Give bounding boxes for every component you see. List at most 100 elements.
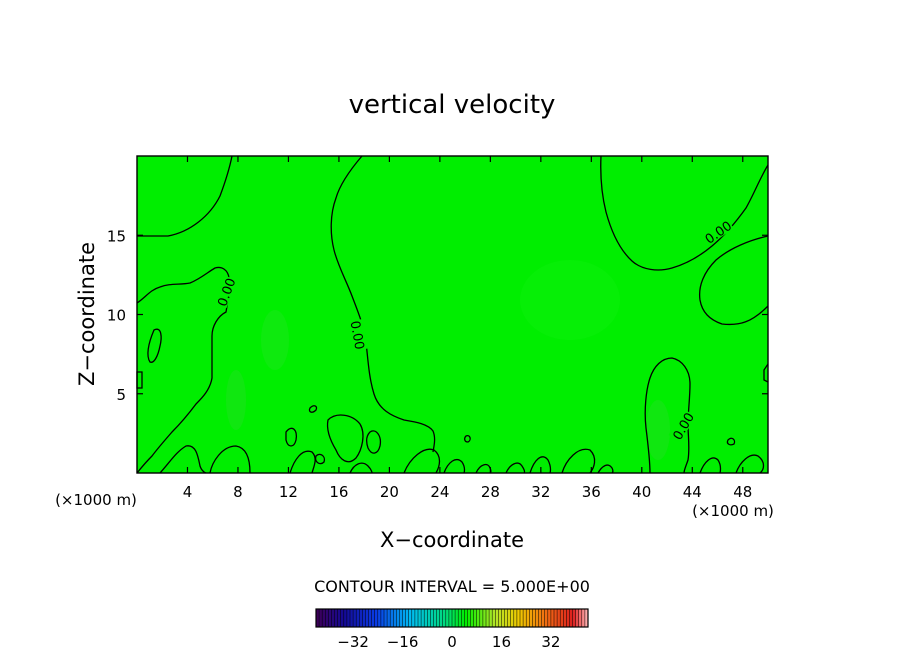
contour-line xyxy=(403,448,441,474)
colorbar-swatch xyxy=(455,609,459,627)
colorbar-swatch xyxy=(380,609,385,627)
x-tick-label: 12 xyxy=(279,483,298,501)
contour-line xyxy=(209,445,251,474)
colorbar-swatch xyxy=(371,609,376,627)
colorbar-swatch xyxy=(501,609,505,627)
chart-title: vertical velocity xyxy=(349,90,556,120)
colorbar-swatch xyxy=(405,609,410,627)
colorbar-swatch xyxy=(476,609,481,627)
colorbar-swatch xyxy=(433,609,437,627)
x-tick-label: 20 xyxy=(380,483,399,501)
colorbar-swatch xyxy=(486,609,490,627)
x-tick-label: 40 xyxy=(632,483,651,501)
colorbar-swatch xyxy=(557,609,561,627)
colorbar-swatch xyxy=(427,609,431,627)
colorbar-swatch xyxy=(439,609,444,627)
colorbar-swatch xyxy=(473,609,478,627)
colorbar-tick-label: −32 xyxy=(337,633,369,651)
colorbar-swatch xyxy=(504,609,508,627)
colorbar-tick-label: −16 xyxy=(387,633,419,651)
colorbar-swatch xyxy=(359,609,363,627)
colorbar-swatch xyxy=(544,609,549,627)
colorbar-swatch xyxy=(535,609,539,627)
colorbar-swatch xyxy=(362,609,366,627)
colorbar-swatch xyxy=(316,609,320,627)
contour-line xyxy=(561,448,596,474)
x-unit-label-right: (×1000 m) xyxy=(692,502,774,520)
contour-line xyxy=(137,155,233,237)
field-patch xyxy=(261,310,289,370)
colorbar-swatch xyxy=(507,609,512,627)
contour-label-bg xyxy=(701,216,734,246)
colorbar-swatch xyxy=(523,609,527,627)
colorbar-swatch xyxy=(470,609,474,627)
colorbar-swatch xyxy=(560,609,564,627)
contour-line xyxy=(698,235,769,326)
colorbar-swatch xyxy=(334,609,338,627)
colorbar-swatch xyxy=(541,609,546,627)
colorbar-swatch xyxy=(396,609,400,627)
colorbar-tick-label: 0 xyxy=(447,633,457,651)
x-unit-label-left: (×1000 m) xyxy=(55,491,137,509)
contour-line xyxy=(136,266,230,474)
colorbar-swatch xyxy=(331,609,335,627)
colorbar-swatch xyxy=(482,609,487,627)
contour-line xyxy=(529,456,552,474)
colorbar-swatch xyxy=(575,609,580,627)
colorbar-swatch xyxy=(495,609,499,627)
colorbar-swatch xyxy=(572,609,576,627)
contour-line xyxy=(600,155,769,271)
colorbar-swatch xyxy=(424,609,428,627)
contour-line xyxy=(159,445,207,474)
colorbar-swatch xyxy=(581,609,586,627)
field-patch xyxy=(520,260,620,340)
contour-line xyxy=(147,328,162,363)
colorbar-swatch xyxy=(510,609,515,627)
colorbar-swatch xyxy=(402,609,406,627)
contour-line xyxy=(366,430,382,454)
colorbar-tick-label: 32 xyxy=(541,633,560,651)
colorbar-swatch xyxy=(399,609,403,627)
colorbar-swatch xyxy=(566,609,570,627)
colorbar-swatch xyxy=(452,609,456,627)
colorbar-swatch xyxy=(563,609,567,627)
colorbar-swatch xyxy=(458,609,462,627)
contour-label: 0.00 xyxy=(347,320,367,351)
colorbar-swatch xyxy=(547,609,552,627)
x-tick-label: 16 xyxy=(329,483,348,501)
x-tick-label: 8 xyxy=(233,483,243,501)
contour-interval-label: CONTOUR INTERVAL = 5.000E+00 xyxy=(314,577,590,596)
x-tick-label: 28 xyxy=(481,483,500,501)
colorbar-swatch xyxy=(436,609,440,627)
colorbar-swatch xyxy=(464,609,468,627)
colorbar-swatch xyxy=(411,609,416,627)
y-tick-label: 10 xyxy=(107,307,126,325)
contour-label-bg xyxy=(349,318,369,351)
colorbar-swatch xyxy=(479,609,484,627)
colorbar-swatch xyxy=(554,609,558,627)
colorbar-swatch xyxy=(418,609,422,627)
colorbar-swatch xyxy=(319,609,323,627)
axis-ticks xyxy=(137,156,768,473)
colorbar-swatch xyxy=(520,609,524,627)
colorbar-swatch xyxy=(408,609,413,627)
plot-area: 0.000.000.000.00 xyxy=(136,155,769,474)
colorbar-swatch xyxy=(526,609,530,627)
x-tick-label: 32 xyxy=(531,483,550,501)
colorbar-swatch xyxy=(377,609,382,627)
colorbar-swatch xyxy=(430,609,434,627)
y-tick-labels: 5 10 15 xyxy=(107,227,126,404)
colorbar-frame xyxy=(315,608,589,628)
colorbar-swatch xyxy=(387,609,391,627)
colorbar xyxy=(315,608,589,628)
colorbar-swatch xyxy=(578,609,583,627)
colorbar-swatch xyxy=(350,609,354,627)
colorbar-swatch xyxy=(550,609,555,627)
y-tick-label: 5 xyxy=(116,386,126,404)
colorbar-swatch xyxy=(529,609,533,627)
colorbar-swatch xyxy=(489,609,493,627)
colorbar-swatch xyxy=(448,609,453,627)
x-tick-labels: 4 8 12 16 20 24 28 32 36 40 44 48 xyxy=(183,483,753,501)
colorbar-swatch xyxy=(516,609,521,627)
x-tick-label: 36 xyxy=(582,483,601,501)
